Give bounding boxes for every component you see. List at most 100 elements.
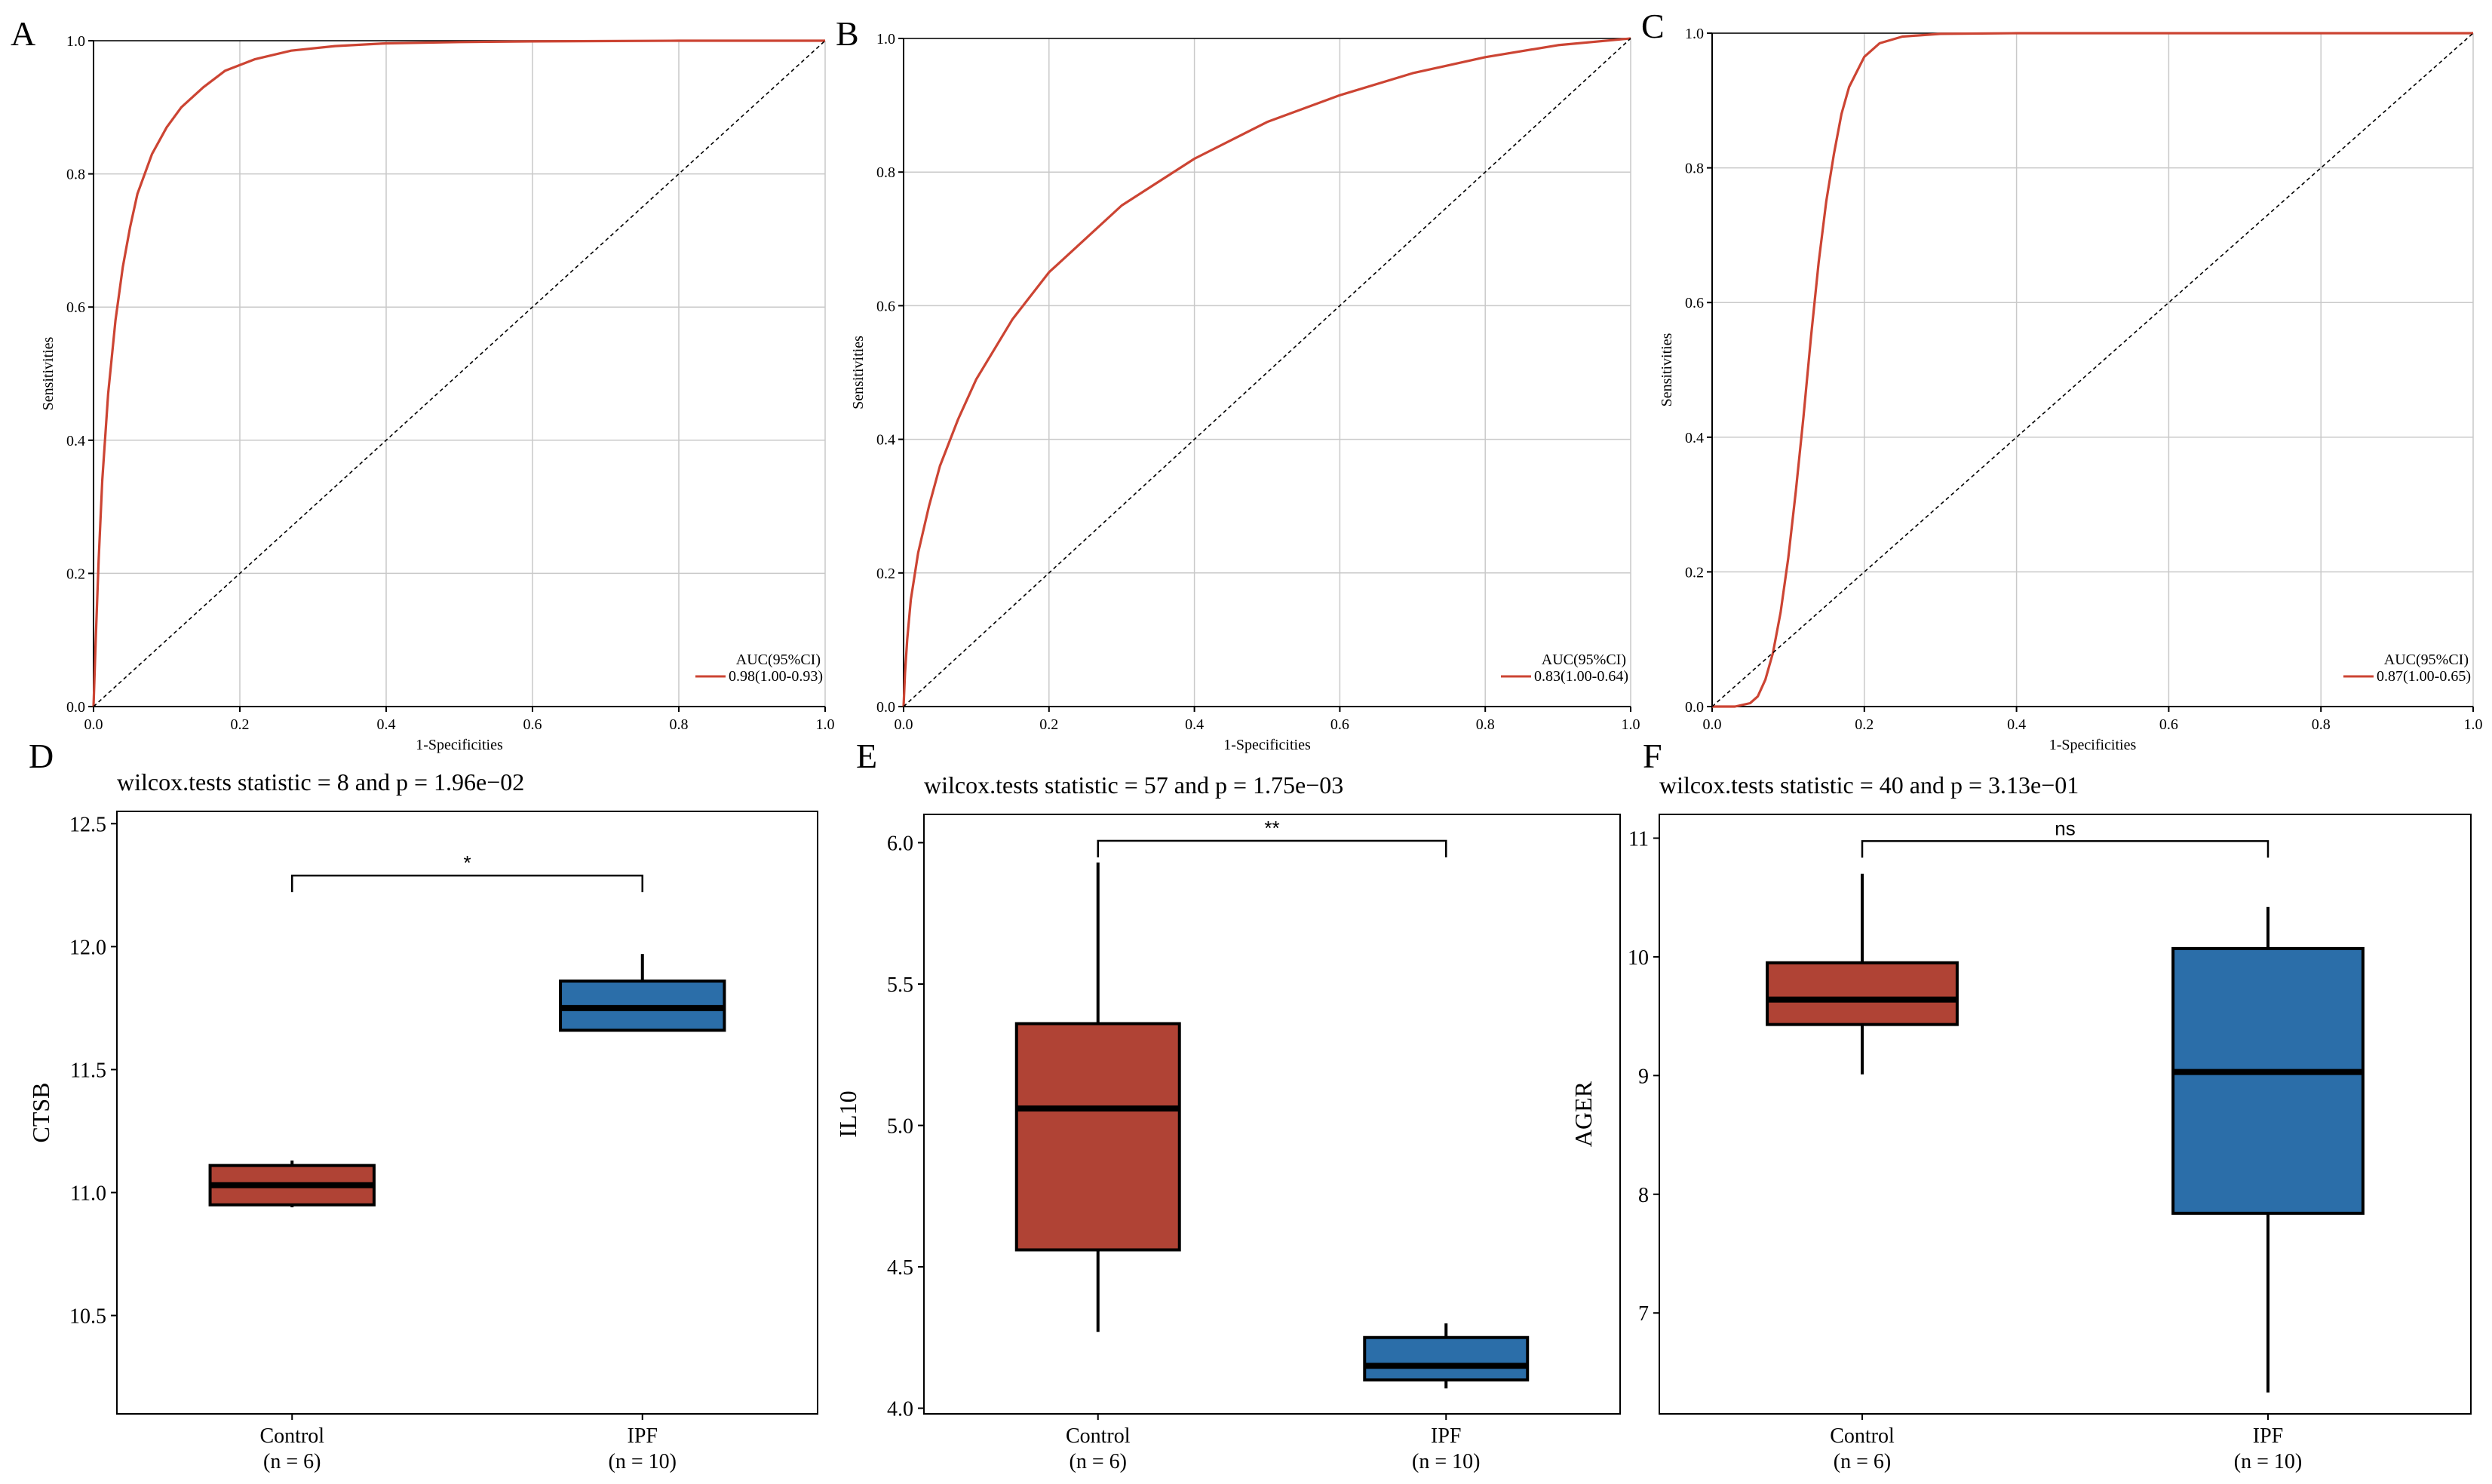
y-axis-title: CTSB xyxy=(27,1082,54,1142)
y-tick-label: 5.5 xyxy=(887,973,913,997)
panel-letter-b: B xyxy=(836,14,859,53)
x-group-count: (n = 6) xyxy=(263,1450,321,1473)
y-tick-label: 1.0 xyxy=(876,31,895,48)
y-axis-title: AGER xyxy=(1570,1081,1597,1147)
legend-title: AUC(95%CI) xyxy=(1542,652,1626,668)
y-tick-label: 1.0 xyxy=(66,33,85,50)
x-tick-label: 1.0 xyxy=(1622,716,1640,733)
x-tick-label: 0.8 xyxy=(670,716,689,733)
x-tick-label: Control xyxy=(1830,1424,1895,1448)
panel-letter-c: C xyxy=(1641,7,1665,45)
panel-letter-d: D xyxy=(29,737,54,775)
x-tick-label: IPF xyxy=(2253,1424,2283,1448)
plot-frame xyxy=(923,814,1621,1415)
x-axis-title: 1-Specificities xyxy=(1223,737,1311,753)
y-tick-label: 0.0 xyxy=(876,699,895,716)
box-control xyxy=(1766,961,1959,1026)
significance-bracket xyxy=(1097,839,1447,857)
y-axis-title: Sensitivities xyxy=(1659,333,1675,406)
y-tick-label: 8 xyxy=(1638,1184,1649,1207)
x-tick-label: 0.2 xyxy=(1039,716,1058,733)
x-tick-label: 0.6 xyxy=(2159,716,2178,733)
roc-panel-c: 0.0 0.2 0.4 0.6 0.8 1.0 0.0 0.2 0.4 0.6 0.8 1.0 1-Sp… xyxy=(1659,26,2483,753)
significance-label: ** xyxy=(1264,817,1279,839)
x-tick-label: 0.2 xyxy=(231,716,250,733)
y-tick-label: 0.0 xyxy=(66,699,85,716)
box-panel-d: wilcox.tests statistic = 8 and p = 1.96e… xyxy=(27,768,818,1473)
y-tick-label: 9 xyxy=(1638,1065,1649,1088)
significance-bracket xyxy=(1861,840,2270,858)
x-axis-title: 1-Specificities xyxy=(416,737,503,753)
legend-title: AUC(95%CI) xyxy=(736,652,821,668)
x-group-count: (n = 6) xyxy=(1834,1450,1891,1473)
y-tick-label: 11.0 xyxy=(70,1182,106,1205)
box-control xyxy=(1014,1022,1181,1252)
y-tick-label: 11 xyxy=(1628,827,1649,851)
legend-label: 0.83(1.00-0.64) xyxy=(1534,668,1628,685)
y-tick-label: 0.8 xyxy=(876,164,895,181)
x-tick-label: 0.6 xyxy=(1330,716,1349,733)
y-tick-label: 7 xyxy=(1638,1302,1649,1326)
plot-frame xyxy=(116,811,818,1415)
plot-title: wilcox.tests statistic = 8 and p = 1.96e… xyxy=(117,768,524,796)
y-tick-label: 0.8 xyxy=(66,167,85,183)
x-group-count: (n = 6) xyxy=(1070,1450,1127,1473)
panel-letter-e: E xyxy=(856,737,877,775)
y-tick-label: 12.0 xyxy=(69,936,106,959)
y-tick-label: 0.8 xyxy=(1685,161,1704,177)
box-panel-f: wilcox.tests statistic = 40 and p = 3.13… xyxy=(1570,771,2472,1473)
legend-title: AUC(95%CI) xyxy=(2384,652,2469,668)
x-group-count: (n = 10) xyxy=(609,1450,677,1473)
x-tick-label: 0.6 xyxy=(523,716,542,733)
legend-label: 0.87(1.00-0.65) xyxy=(2377,668,2471,685)
x-tick-label: 1.0 xyxy=(2464,716,2483,733)
plot-title: wilcox.tests statistic = 57 and p = 1.75… xyxy=(924,771,1343,799)
significance-label: ns xyxy=(2055,817,2075,839)
x-tick-label: 0.0 xyxy=(1703,716,1722,733)
x-tick-label: 0.2 xyxy=(1855,716,1874,733)
roc-curve xyxy=(92,39,825,707)
roc-panel-a: 0.0 0.2 0.4 0.6 0.8 1.0 0.0 0.2 0.4 0.6 0.8 1.0 1-Sp… xyxy=(40,33,835,753)
y-tick-label: 0.4 xyxy=(66,433,85,449)
y-tick-label: 6.0 xyxy=(887,832,913,856)
y-tick-label: 10 xyxy=(1628,946,1649,970)
roc-panel-b: 0.0 0.2 0.4 0.6 0.8 1.0 0.0 0.2 0.4 0.6 0.8 1.0 1-Sp… xyxy=(850,31,1640,753)
x-tick-label: IPF xyxy=(1431,1424,1461,1448)
y-tick-label: 0.4 xyxy=(1685,430,1704,446)
y-tick-label: 11.5 xyxy=(70,1059,106,1082)
y-tick-label: 0.2 xyxy=(1685,564,1704,581)
x-tick-label: Control xyxy=(1066,1424,1131,1448)
y-tick-label: 0.4 xyxy=(876,432,895,449)
box-ipf xyxy=(1363,1335,1530,1381)
y-tick-label: 0.2 xyxy=(876,566,895,582)
box-panel-e: wilcox.tests statistic = 57 and p = 1.75… xyxy=(834,771,1621,1473)
chance-diagonal-line xyxy=(93,40,826,707)
x-tick-label: 0.8 xyxy=(1476,716,1495,733)
x-axis-title: 1-Specificities xyxy=(2049,737,2137,753)
chance-diagonal-line xyxy=(903,38,1631,707)
y-tick-label: 0.6 xyxy=(1685,295,1704,311)
plot-frame xyxy=(1659,814,2472,1415)
x-group-count: (n = 10) xyxy=(1412,1450,1480,1473)
y-tick-label: 5.0 xyxy=(887,1115,913,1139)
x-group-count: (n = 10) xyxy=(2234,1450,2302,1473)
y-axis-title: Sensitivities xyxy=(850,336,867,409)
x-tick-label: 0.8 xyxy=(2312,716,2331,733)
y-tick-label: 10.5 xyxy=(69,1305,106,1329)
y-tick-label: 0.6 xyxy=(876,298,895,314)
y-axis-title: Sensitivities xyxy=(40,336,57,410)
legend-label: 0.98(1.00-0.93) xyxy=(729,668,823,685)
y-tick-label: 4.0 xyxy=(887,1398,913,1421)
x-tick-label: Control xyxy=(259,1424,324,1448)
x-tick-label: 1.0 xyxy=(816,716,835,733)
x-tick-label: 0.0 xyxy=(84,716,103,733)
box-ipf xyxy=(2171,946,2365,1215)
x-tick-label: 0.4 xyxy=(2007,716,2026,733)
y-tick-label: 12.5 xyxy=(69,813,106,836)
x-tick-label: 0.4 xyxy=(377,716,396,733)
x-tick-label: 0.0 xyxy=(895,716,913,733)
y-tick-label: 1.0 xyxy=(1685,26,1704,42)
significance-bracket xyxy=(291,874,643,893)
